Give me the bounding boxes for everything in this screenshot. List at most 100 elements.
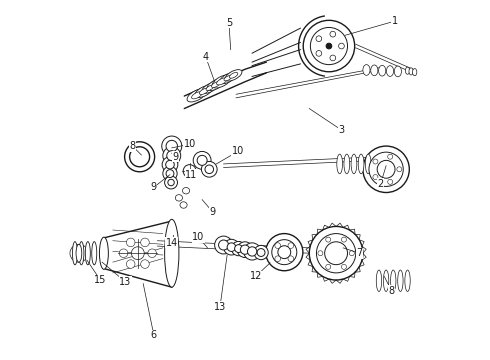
Circle shape (278, 246, 291, 258)
Ellipse shape (363, 64, 370, 75)
Circle shape (148, 249, 156, 257)
Text: 14: 14 (166, 238, 178, 248)
Ellipse shape (207, 79, 224, 91)
Ellipse shape (358, 154, 364, 174)
Circle shape (197, 156, 207, 165)
Ellipse shape (99, 237, 108, 269)
Text: 8: 8 (129, 141, 136, 151)
Circle shape (223, 239, 239, 255)
Circle shape (342, 264, 346, 269)
Circle shape (377, 160, 395, 178)
Circle shape (266, 234, 303, 271)
Text: 10: 10 (232, 147, 244, 157)
Text: 2: 2 (378, 179, 384, 189)
Circle shape (215, 236, 232, 254)
Circle shape (131, 247, 144, 260)
Ellipse shape (73, 242, 77, 265)
Ellipse shape (387, 66, 393, 76)
Circle shape (205, 165, 214, 174)
Ellipse shape (195, 85, 213, 98)
Circle shape (124, 142, 155, 172)
Ellipse shape (76, 244, 82, 262)
Text: 13: 13 (119, 277, 131, 287)
Ellipse shape (206, 85, 214, 90)
Ellipse shape (134, 152, 151, 166)
Ellipse shape (180, 202, 187, 208)
Text: 9: 9 (151, 182, 157, 192)
Circle shape (317, 234, 356, 273)
Text: 10: 10 (184, 139, 196, 149)
Circle shape (316, 50, 322, 56)
Ellipse shape (351, 154, 357, 174)
Text: 4: 4 (203, 52, 209, 62)
Circle shape (162, 157, 178, 172)
Ellipse shape (187, 89, 206, 102)
Circle shape (183, 165, 196, 177)
Circle shape (397, 167, 402, 172)
Circle shape (373, 159, 378, 164)
Ellipse shape (413, 68, 417, 76)
Circle shape (70, 244, 88, 262)
Text: 13: 13 (214, 302, 226, 312)
Circle shape (235, 245, 243, 252)
Circle shape (342, 237, 346, 242)
Ellipse shape (165, 219, 179, 287)
Ellipse shape (366, 154, 371, 174)
Circle shape (237, 242, 253, 257)
Circle shape (310, 27, 347, 64)
Ellipse shape (192, 92, 202, 99)
Circle shape (247, 247, 257, 256)
Ellipse shape (229, 72, 238, 78)
Circle shape (126, 238, 135, 247)
Circle shape (165, 176, 177, 189)
Text: 12: 12 (249, 271, 262, 282)
Text: 6: 6 (151, 330, 157, 341)
Ellipse shape (212, 82, 220, 87)
Text: 9: 9 (172, 152, 178, 162)
Circle shape (257, 249, 265, 256)
Circle shape (163, 147, 181, 165)
Ellipse shape (376, 270, 382, 292)
Circle shape (388, 154, 392, 159)
Ellipse shape (337, 154, 343, 174)
Ellipse shape (199, 88, 208, 94)
Circle shape (167, 151, 177, 161)
Text: 5: 5 (226, 18, 232, 28)
Text: 1: 1 (392, 16, 398, 26)
Ellipse shape (202, 82, 218, 93)
Circle shape (241, 245, 249, 254)
Circle shape (168, 179, 174, 186)
Ellipse shape (79, 242, 84, 265)
Circle shape (227, 243, 236, 251)
Ellipse shape (175, 195, 182, 201)
Ellipse shape (85, 242, 90, 265)
Circle shape (316, 36, 322, 41)
Circle shape (373, 175, 378, 180)
Circle shape (339, 43, 344, 49)
Circle shape (126, 260, 135, 268)
Circle shape (244, 243, 261, 260)
Circle shape (309, 226, 363, 280)
Ellipse shape (394, 66, 401, 77)
Ellipse shape (212, 75, 231, 88)
Ellipse shape (379, 65, 386, 76)
Circle shape (166, 160, 174, 169)
Circle shape (303, 20, 355, 72)
Circle shape (330, 31, 336, 37)
Circle shape (330, 55, 336, 61)
Text: 15: 15 (94, 275, 106, 285)
Ellipse shape (182, 188, 190, 194)
Circle shape (193, 152, 211, 169)
Circle shape (318, 251, 323, 256)
Text: 10: 10 (193, 232, 205, 242)
Ellipse shape (344, 154, 350, 174)
Circle shape (254, 246, 268, 260)
Text: 9: 9 (210, 207, 216, 217)
Ellipse shape (383, 270, 389, 292)
Circle shape (288, 243, 294, 248)
Circle shape (349, 251, 354, 256)
Text: 11: 11 (185, 170, 197, 180)
Circle shape (141, 260, 149, 268)
Circle shape (288, 256, 294, 262)
Circle shape (272, 240, 297, 265)
